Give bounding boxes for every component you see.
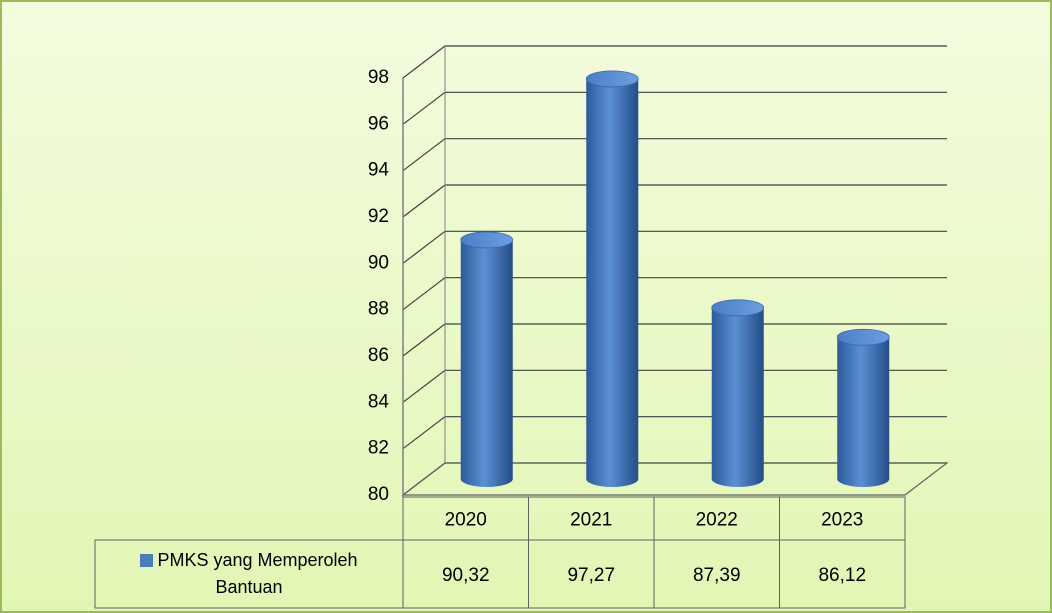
y-tick-label: 82 — [368, 438, 389, 459]
y-tick-label: 86 — [368, 345, 389, 366]
x-tick-label: 2021 — [570, 510, 612, 531]
x-tick-label: 2023 — [821, 510, 863, 531]
bar-top — [585, 70, 639, 88]
bar — [837, 337, 890, 487]
legend-swatch — [140, 554, 154, 567]
table-border — [94, 539, 906, 609]
bar — [711, 307, 764, 487]
legend-entry: PMKS yang Memperoleh Bantuan — [119, 547, 379, 601]
data-label: 90,32 — [442, 565, 490, 586]
bar — [460, 239, 513, 487]
bar-top — [836, 328, 890, 346]
data-label: 86,12 — [818, 565, 866, 586]
y-tick-label: 94 — [368, 160, 390, 181]
bar-top — [711, 299, 765, 317]
y-tick-label: 88 — [368, 299, 389, 320]
legend-label: PMKS yang Memperoleh Bantuan — [157, 550, 358, 597]
data-label: 97,27 — [567, 565, 615, 586]
y-tick-label: 98 — [368, 67, 389, 88]
data-label: 87,39 — [693, 565, 741, 586]
plot — [401, 45, 949, 496]
floor — [401, 462, 949, 496]
y-tick-label: 84 — [368, 391, 390, 412]
y-tick-label: 96 — [368, 113, 389, 134]
legend-cell: PMKS yang Memperoleh Bantuan — [100, 542, 398, 606]
bar — [586, 78, 639, 487]
x-tick-label: 2020 — [445, 510, 487, 531]
bar-top — [460, 231, 514, 249]
y-tick-label: 80 — [368, 484, 389, 505]
y-tick-label: 92 — [368, 206, 389, 227]
y-tick-label: 90 — [368, 252, 389, 273]
x-tick-label: 2022 — [696, 510, 738, 531]
